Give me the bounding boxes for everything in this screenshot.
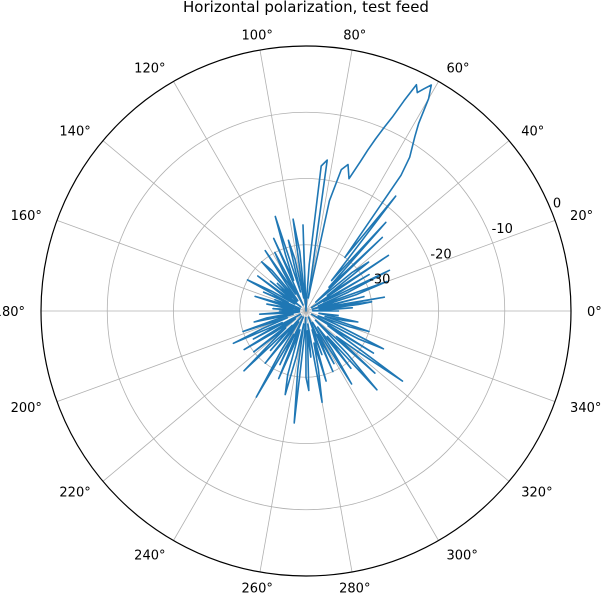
theta-tick-label: 60° [447,62,470,77]
theta-tick-label: 120° [134,62,165,77]
theta-tick-label: 220° [59,486,90,501]
grid-spoke-3 [305,81,439,312]
r-tick-label: 0 [553,197,561,212]
theta-tick-label: 240° [134,548,165,563]
radius-tick-labels: -30 -20 -10 0 [369,197,561,288]
theta-tick-label: 320° [521,486,552,501]
theta-tick-label: 80° [343,28,366,43]
theta-tick-label: 200° [11,401,42,416]
grid-spoke-13 [259,310,307,573]
theta-tick-label: 260° [242,582,273,597]
theta-tick-label: 100° [242,28,273,43]
grid-spoke-15 [305,310,439,541]
theta-tick-label: 140° [59,124,90,139]
r-tick-label: -20 [430,247,451,262]
theta-tick-label: 40° [521,124,544,139]
chart-title: Horizontal polarization, test feed [183,0,429,16]
theta-tick-label: 0° [587,305,602,320]
theta-tick-label: 280° [339,582,370,597]
theta-tick-label: 160° [11,209,42,224]
r-tick-label: -10 [492,222,513,237]
grid-spoke-10 [56,310,307,403]
series-line-0 [232,83,433,424]
grid-spoke-11 [102,310,307,482]
r-tick-label: -30 [369,273,390,288]
theta-tick-label: 20° [570,209,593,224]
theta-tick-label: 340° [570,401,601,416]
grid-spoke-4 [305,49,353,312]
theta-tick-label: 300° [447,548,478,563]
polar-frame [40,45,572,577]
data-layer [232,83,433,424]
angle-tick-labels: 0° 20° 40° 60° 80° 100° 120° 140° 160° 180° 200° 22… [0,28,602,596]
grid-spoke-5 [259,49,307,312]
grid-spoke-8 [56,219,307,312]
theta-tick-label: 180° [0,305,25,320]
